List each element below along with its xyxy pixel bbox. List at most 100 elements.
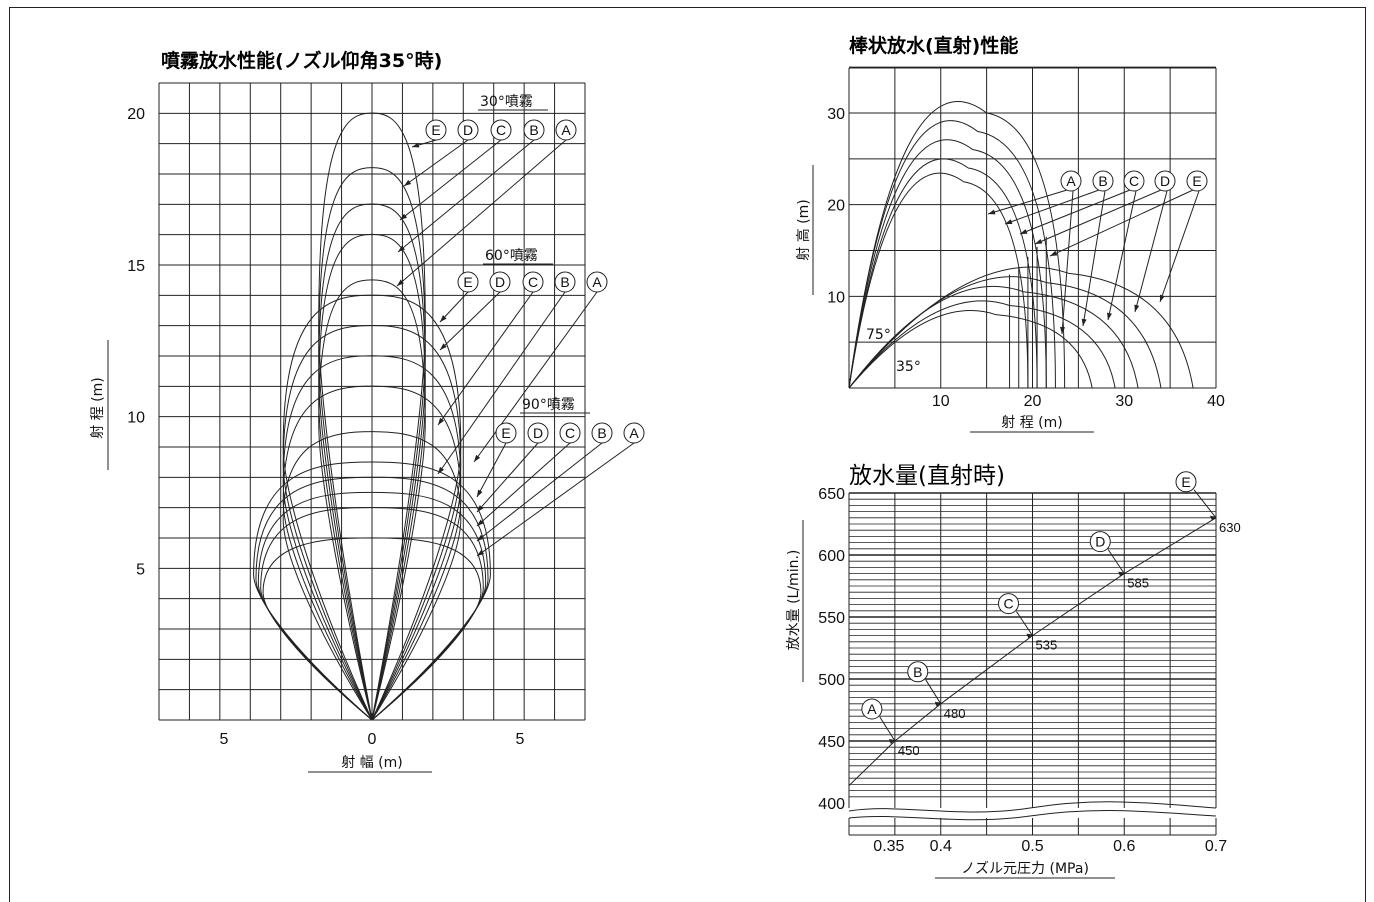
c3-value-C: 535 <box>1036 638 1058 653</box>
c1-marker-D-text: D <box>495 274 505 290</box>
c1-marker-A-circle <box>555 119 577 141</box>
c1-marker-B-text: B <box>560 274 569 290</box>
c1-marker-B-circle <box>523 119 545 141</box>
c2-traj75-C <box>848 139 1047 389</box>
c3-point-D <box>1118 571 1125 577</box>
c3-y-tick: 450 <box>818 734 845 751</box>
c1-leader-C-head <box>477 519 484 526</box>
c1-leader-A <box>476 442 635 557</box>
c2-marker-C-text: C <box>1129 173 1139 189</box>
c2-y-tick: 10 <box>827 289 845 306</box>
c1-marker-C-text: C <box>565 425 575 441</box>
c3-marker-E-circle <box>1175 471 1197 493</box>
c2-marker-A-circle <box>1060 170 1082 192</box>
c3-leader-A <box>879 716 896 742</box>
c2-angle-75: 75° <box>866 327 891 343</box>
c1-xlabel: 射 幅 (m) <box>341 755 402 771</box>
c3-marker-C-circle <box>998 593 1019 615</box>
c1-leader-C <box>399 139 502 221</box>
c1-leader-C <box>476 442 571 527</box>
c1-marker-C-text: C <box>528 274 538 290</box>
c1-spray-curve-E <box>282 294 462 721</box>
c2-x-tick: 10 <box>932 393 950 410</box>
c1-marker-A-text: A <box>629 425 639 441</box>
c2-leader35-E-head <box>1159 294 1165 302</box>
c2-marker-D-text: D <box>1160 173 1170 189</box>
figure-frame <box>9 7 1366 902</box>
c2-leader35-C <box>1107 190 1137 321</box>
c2-leader35-E <box>1159 190 1200 303</box>
c1-leader-E <box>476 442 507 498</box>
c2-leader35-D-head <box>1134 304 1140 312</box>
c1-x-tick: 0 <box>368 731 377 748</box>
c3-marker-C-text: C <box>1003 596 1013 612</box>
c2-marker-B-circle <box>1092 170 1114 192</box>
c3-flow-line <box>848 517 1217 786</box>
c1-leader-A <box>473 291 598 463</box>
c1-leader-B-head <box>398 245 405 252</box>
c1-marker-D-circle <box>457 119 479 141</box>
c1-marker-E-circle <box>495 422 517 444</box>
c1-y-tick: 5 <box>136 561 145 578</box>
chart2-straight: 10 20 30 40 30 20 10 射 程 (m) 射 高 (m) 75° 35° A B C D E <box>795 66 1225 433</box>
c2-traj75-E <box>848 101 1066 389</box>
c3-value-E: 630 <box>1219 520 1241 535</box>
c2-xlabel: 射 程 (m) <box>1001 415 1062 431</box>
c1-x-tick: 5 <box>516 731 525 748</box>
c1-y-tick: 10 <box>127 410 145 427</box>
c1-marker-C-circle <box>559 422 581 444</box>
c2-traj35-B <box>848 300 1116 389</box>
chart3-flow: 0.35 0.4 0.5 0.6 0.7 650 600 550 500 450 400 ノズル元圧力… <box>786 471 1241 879</box>
c1-leader-C-head <box>438 417 445 425</box>
chart1-spray: 5 0 5 20 15 10 5 射 幅 (m) 射 程 (m) 30°噴霧 E D C B A 60°噴霧 E… <box>90 82 645 773</box>
c2-traj75-D <box>848 120 1056 389</box>
c2-leader35-B <box>1082 190 1106 327</box>
c3-value-D: 585 <box>1127 576 1149 591</box>
c3-y-tick: 400 <box>818 796 845 813</box>
c2-leader75-E <box>1049 189 1194 257</box>
c1-y-tick: 15 <box>127 258 145 275</box>
c3-x-tick: 0.5 <box>1021 838 1043 855</box>
c3-marker-D-text: D <box>1095 534 1105 550</box>
c3-marker-A-circle <box>861 698 883 720</box>
c1-leader-A-head <box>474 454 481 462</box>
c1-spray-curve-C <box>282 355 462 721</box>
c1-y-tick: 20 <box>127 106 145 123</box>
c1-leader-B-head <box>477 534 485 541</box>
c3-marker-B-text: B <box>913 664 922 680</box>
c3-point-B <box>934 701 941 707</box>
c1-marker-E-circle <box>457 271 479 293</box>
c1-spray-curve-B <box>318 233 426 721</box>
c1-marker-D-circle <box>489 271 511 293</box>
c2-x-tick: 30 <box>1115 393 1133 410</box>
c2-leader35-C-head <box>1107 312 1112 320</box>
c3-leader-D <box>1107 549 1125 574</box>
c2-marker-E-text: E <box>1192 173 1201 189</box>
c1-marker-A-text: A <box>592 274 602 290</box>
c2-y-tick: 20 <box>827 198 845 215</box>
c1-marker-E-circle <box>425 119 447 141</box>
c1-marker-B-circle <box>591 422 613 444</box>
c3-y-tick: 650 <box>818 486 845 503</box>
c1-leader-D-head <box>477 505 484 512</box>
c3-leader-E <box>1193 489 1217 519</box>
c2-leader75-B-head <box>1005 219 1013 224</box>
c1-leader-B <box>437 291 566 475</box>
c2-traj75-B <box>848 158 1038 389</box>
c3-marker-D-circle <box>1089 531 1111 553</box>
c1-spray-curve-E <box>318 112 426 721</box>
c2-x-tick: 40 <box>1207 393 1225 410</box>
c3-x-tick: 0.4 <box>930 838 952 855</box>
c3-leader-C <box>1016 611 1033 636</box>
c1-ylabel: 射 程 (m) <box>90 377 106 438</box>
chart2-title: 棒状放水(直射)性能 <box>849 34 1018 57</box>
c1-leader-A-head <box>477 549 485 556</box>
c2-marker-D-circle <box>1154 170 1176 192</box>
c3-value-A: 450 <box>898 743 920 758</box>
c3-point-C <box>1026 633 1033 639</box>
c2-leader35-A <box>1061 190 1074 335</box>
c1-leader-D <box>439 291 501 351</box>
c2-marker-A-text: A <box>1066 173 1076 189</box>
c1-leader-B <box>397 139 535 253</box>
